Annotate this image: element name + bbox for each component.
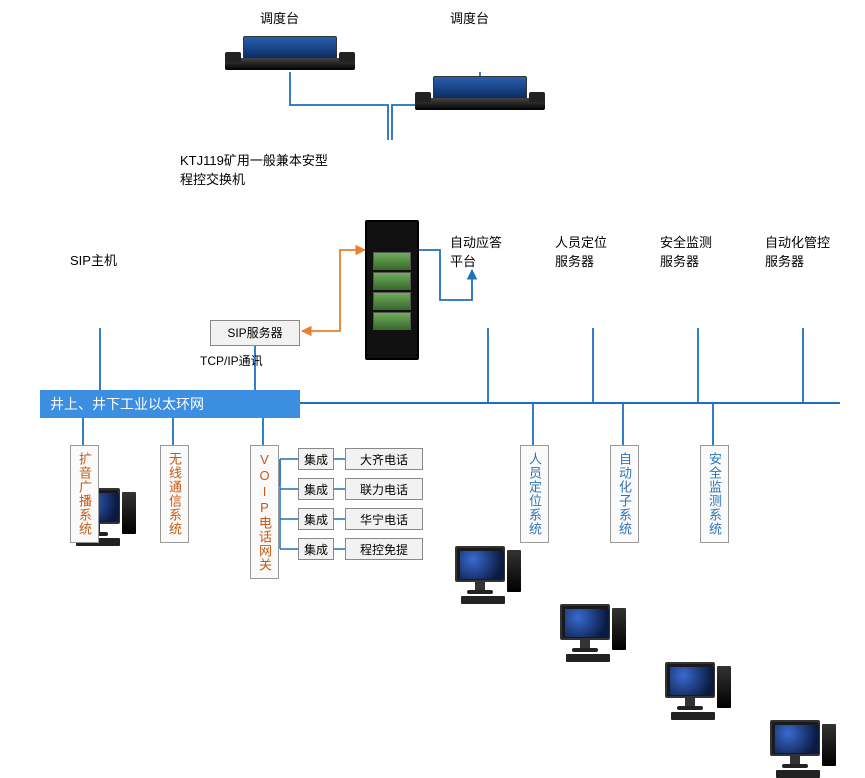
bottom-vbox-0: 扩音广播系统 <box>70 445 99 543</box>
bottom-vbox-5: 安全监测系统 <box>700 445 729 543</box>
ktj119-rack <box>365 220 419 360</box>
server-label-0: 自动应答平台 <box>450 232 502 270</box>
bottom-vbox-3: 人员定位系统 <box>520 445 549 543</box>
phone-box-2: 华宁电话 <box>345 508 423 530</box>
phone-box-1: 联力电话 <box>345 478 423 500</box>
server-label-3: 自动化管控服务器 <box>765 232 830 270</box>
rack-label-line2: 程控交换机 <box>180 172 245 187</box>
sip-host-label: SIP主机 <box>70 250 117 269</box>
bottom-vbox-1: 无线通信系统 <box>160 445 189 543</box>
integration-tag-3: 集成 <box>298 538 334 560</box>
integration-tag-1: 集成 <box>298 478 334 500</box>
rack-label: KTJ119矿用一般兼本安型 程控交换机 <box>180 150 328 188</box>
tcpip-label: TCP/IP通讯 <box>200 352 263 369</box>
integration-tag-0: 集成 <box>298 448 334 470</box>
bottom-vbox-2: VOIP电话网关 <box>250 445 279 579</box>
server-label-2: 安全监测服务器 <box>660 232 712 270</box>
server-pc-3 <box>770 720 836 778</box>
dispatch-console-left <box>225 30 355 70</box>
ethernet-ring-bar: 井上、井下工业以太环网 <box>40 390 300 418</box>
dispatch-left-label: 调度台 <box>260 8 299 27</box>
phone-box-0: 大齐电话 <box>345 448 423 470</box>
bottom-vbox-4: 自动化子系统 <box>610 445 639 543</box>
dispatch-console-right <box>415 70 545 110</box>
server-pc-0 <box>455 546 521 604</box>
server-label-1: 人员定位服务器 <box>555 232 607 270</box>
phone-box-3: 程控免提 <box>345 538 423 560</box>
edge-0 <box>290 72 388 140</box>
integration-tag-2: 集成 <box>298 508 334 530</box>
ethernet-thin-line <box>300 402 840 404</box>
sip-server-box: SIP服务器 <box>210 320 300 346</box>
rack-label-line1: KTJ119矿用一般兼本安型 <box>180 153 328 168</box>
server-pc-1 <box>560 604 626 662</box>
dispatch-right-label: 调度台 <box>450 8 489 27</box>
server-pc-2 <box>665 662 731 720</box>
